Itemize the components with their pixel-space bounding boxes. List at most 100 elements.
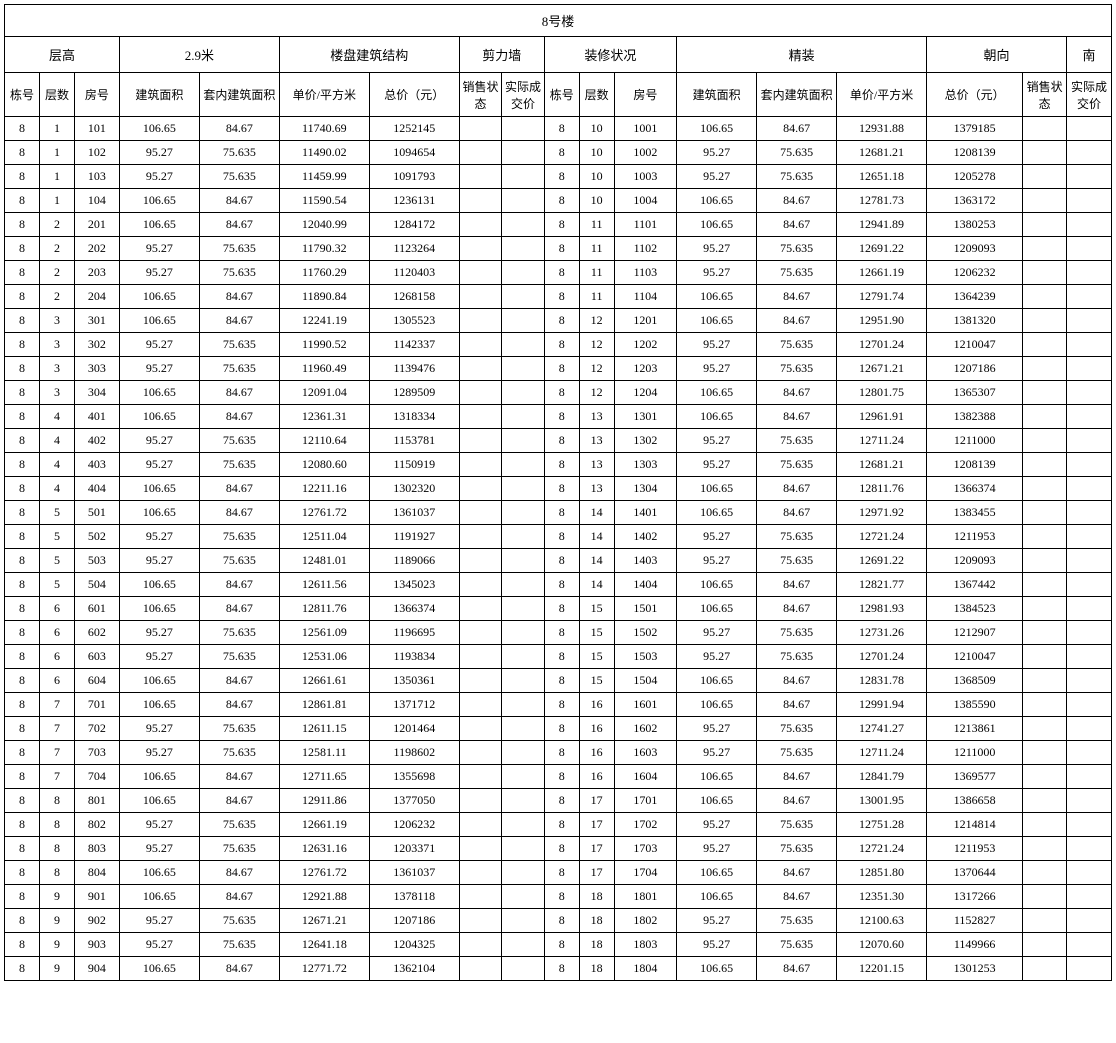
table-cell: 1364239: [927, 285, 1023, 309]
table-cell: 95.27: [119, 549, 199, 573]
table-cell: 84.67: [199, 957, 279, 981]
table-cell: 12631.16: [279, 837, 369, 861]
hdr-structure: 楼盘建筑结构: [279, 37, 459, 73]
table-cell: 8: [544, 645, 579, 669]
table-cell: [1066, 861, 1111, 885]
table-cell: 1301: [614, 405, 676, 429]
table-cell: 75.635: [757, 741, 837, 765]
table-cell: 1: [39, 141, 74, 165]
table-cell: 75.635: [199, 525, 279, 549]
table-cell: 106.65: [119, 885, 199, 909]
table-row: 8110295.2775.63511490.021094654810100295…: [5, 141, 1112, 165]
table-cell: 8: [5, 957, 40, 981]
table-cell: 95.27: [119, 717, 199, 741]
table-cell: 17: [579, 813, 614, 837]
table-cell: [502, 669, 544, 693]
table-cell: 1305523: [369, 309, 459, 333]
table-cell: [459, 117, 501, 141]
table-cell: 803: [74, 837, 119, 861]
table-cell: 75.635: [199, 237, 279, 261]
table-cell: [1023, 789, 1067, 813]
building-title: 8号楼: [5, 5, 1112, 37]
col-room-no: 房号: [74, 73, 119, 117]
table-cell: 8: [544, 357, 579, 381]
table-cell: [459, 957, 501, 981]
table-cell: 84.67: [199, 885, 279, 909]
table-cell: [502, 501, 544, 525]
table-row: 84401106.6584.6712361.311318334813130110…: [5, 405, 1112, 429]
table-cell: 11790.32: [279, 237, 369, 261]
table-cell: 75.635: [199, 261, 279, 285]
table-cell: 106.65: [677, 477, 757, 501]
table-cell: 1385590: [927, 693, 1023, 717]
hdr-decoration-value: 精装: [677, 37, 927, 73]
table-cell: 12040.99: [279, 213, 369, 237]
table-row: 83301106.6584.6712241.191305523812120110…: [5, 309, 1112, 333]
table-cell: 1213861: [927, 717, 1023, 741]
table-row: 8550295.2775.63512511.041191927814140295…: [5, 525, 1112, 549]
table-cell: 903: [74, 933, 119, 957]
table-cell: 14: [579, 525, 614, 549]
table-cell: 12651.18: [837, 165, 927, 189]
table-cell: 1268158: [369, 285, 459, 309]
table-cell: 16: [579, 741, 614, 765]
table-cell: [1023, 213, 1067, 237]
table-cell: 1603: [614, 741, 676, 765]
table-cell: 75.635: [199, 933, 279, 957]
table-cell: 1367442: [927, 573, 1023, 597]
table-cell: 11740.69: [279, 117, 369, 141]
table-cell: 1202: [614, 333, 676, 357]
table-cell: [459, 429, 501, 453]
table-cell: 84.67: [199, 117, 279, 141]
table-cell: 8: [5, 717, 40, 741]
table-cell: [459, 837, 501, 861]
table-cell: 8: [544, 117, 579, 141]
table-cell: 95.27: [677, 717, 757, 741]
table-cell: 14: [579, 501, 614, 525]
col-unit-price: 单价/平方米: [279, 73, 369, 117]
table-cell: [502, 429, 544, 453]
table-cell: 95.27: [119, 333, 199, 357]
table-cell: 8: [5, 117, 40, 141]
table-cell: [1023, 957, 1067, 981]
table-cell: 1301253: [927, 957, 1023, 981]
table-cell: 8: [544, 189, 579, 213]
table-cell: 2: [39, 261, 74, 285]
table-cell: 1210047: [927, 333, 1023, 357]
table-cell: 6: [39, 621, 74, 645]
table-cell: 1802: [614, 909, 676, 933]
table-cell: 84.67: [757, 189, 837, 213]
table-cell: 12721.24: [837, 525, 927, 549]
table-cell: 84.67: [199, 309, 279, 333]
table-cell: 1201: [614, 309, 676, 333]
table-cell: 84.67: [757, 573, 837, 597]
table-cell: 1304: [614, 477, 676, 501]
table-row: 81104106.6584.6711590.541236131810100410…: [5, 189, 1112, 213]
table-cell: 84.67: [199, 213, 279, 237]
table-cell: 12931.88: [837, 117, 927, 141]
table-cell: 15: [579, 645, 614, 669]
table-cell: 1345023: [369, 573, 459, 597]
table-cell: 95.27: [677, 621, 757, 645]
table-cell: 13: [579, 453, 614, 477]
table-cell: 1207186: [927, 357, 1023, 381]
table-cell: 12851.80: [837, 861, 927, 885]
table-cell: [459, 765, 501, 789]
table-cell: 106.65: [119, 189, 199, 213]
table-cell: 106.65: [677, 765, 757, 789]
table-cell: 1365307: [927, 381, 1023, 405]
table-cell: [1023, 261, 1067, 285]
table-cell: 95.27: [119, 741, 199, 765]
table-cell: 804: [74, 861, 119, 885]
table-cell: [1023, 165, 1067, 189]
table-cell: [459, 165, 501, 189]
table-cell: 16: [579, 693, 614, 717]
table-cell: 2: [39, 213, 74, 237]
table-cell: 1104: [614, 285, 676, 309]
table-cell: 95.27: [677, 813, 757, 837]
table-cell: 503: [74, 549, 119, 573]
table-cell: 5: [39, 501, 74, 525]
table-cell: 17: [579, 837, 614, 861]
table-cell: 84.67: [199, 405, 279, 429]
table-cell: 95.27: [119, 645, 199, 669]
